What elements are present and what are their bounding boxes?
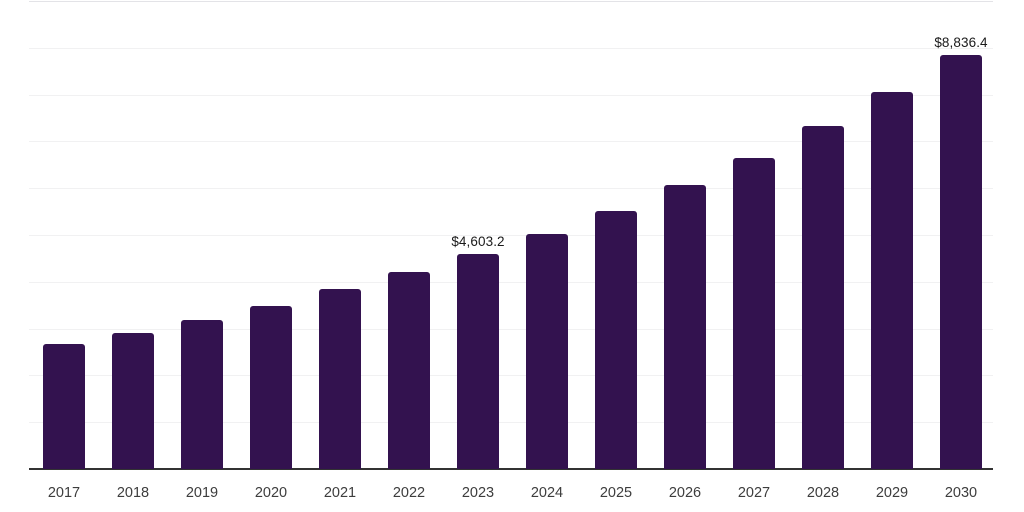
x-tick-label-2029: 2029 xyxy=(875,485,909,501)
bar-2028[interactable] xyxy=(802,125,844,469)
bar-2023[interactable] xyxy=(457,253,499,469)
bar-2024[interactable] xyxy=(526,234,568,469)
gridline xyxy=(29,281,993,283)
x-tick-label-2023: 2023 xyxy=(461,485,495,501)
bar-2030[interactable] xyxy=(940,55,982,469)
x-axis-line xyxy=(29,468,993,470)
x-tick-label-2027: 2027 xyxy=(737,485,771,501)
x-tick-label-2017: 2017 xyxy=(47,485,81,501)
gridline xyxy=(29,328,993,330)
x-tick-label-2028: 2028 xyxy=(806,485,840,501)
x-tick-label-2022: 2022 xyxy=(392,485,426,501)
bar-2026[interactable] xyxy=(664,184,706,469)
x-tick-label-2018: 2018 xyxy=(116,485,150,501)
gridline xyxy=(29,188,993,190)
bar-value-label-2030: $8,836.4 xyxy=(934,35,988,51)
x-tick-label-2025: 2025 xyxy=(599,485,633,501)
bar-2017[interactable] xyxy=(43,344,85,469)
bar-2027[interactable] xyxy=(733,158,775,469)
gridline xyxy=(29,47,993,49)
bar-value-label-2023: $4,603.2 xyxy=(451,233,505,249)
x-tick-label-2020: 2020 xyxy=(254,485,288,501)
x-tick-label-2019: 2019 xyxy=(185,485,219,501)
gridline xyxy=(29,235,993,236)
x-tick-label-2021: 2021 xyxy=(323,485,357,501)
gridline xyxy=(29,375,993,377)
x-tick-label-2024: 2024 xyxy=(530,485,564,501)
x-tick-label-2026: 2026 xyxy=(668,485,702,501)
bar-2018[interactable] xyxy=(112,332,154,469)
gridline xyxy=(29,141,993,143)
bar-2020[interactable] xyxy=(250,305,292,469)
gridline xyxy=(29,94,993,96)
bar-2019[interactable] xyxy=(181,319,223,469)
gridline xyxy=(29,1,993,2)
bar-2029[interactable] xyxy=(871,92,913,469)
gridline xyxy=(29,422,993,424)
x-tick-label-2030: 2030 xyxy=(944,485,978,501)
bar-2022[interactable] xyxy=(388,271,430,469)
bar-2021[interactable] xyxy=(319,289,361,469)
bar-2025[interactable] xyxy=(595,210,637,469)
